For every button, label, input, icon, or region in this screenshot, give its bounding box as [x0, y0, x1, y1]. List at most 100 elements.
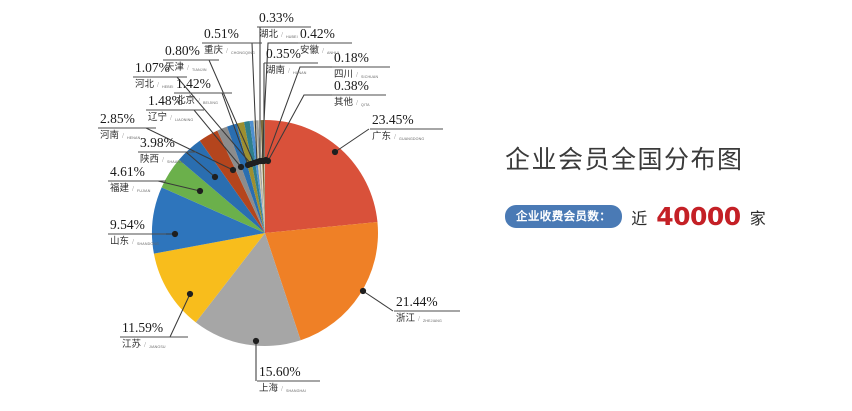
- slice-percent-tianjin: 0.80%: [165, 43, 200, 58]
- slice-pinyin-jiangsu: JIANGSU: [149, 345, 166, 349]
- slice-separator-beijing: /: [198, 97, 200, 105]
- slice-name-qita: 其他: [334, 96, 354, 108]
- slice-separator-guangdong: /: [394, 133, 396, 141]
- label-anchor-shandong: [171, 230, 179, 238]
- slice-pinyin-shandong: SHANDONG: [137, 242, 159, 246]
- slice-name-chongqing: 重庆: [204, 44, 224, 56]
- slice-separator-shanghai: /: [281, 385, 283, 393]
- slice-name-liaoning: 辽宁: [148, 111, 167, 123]
- slice-separator-hubei: /: [281, 31, 283, 39]
- slice-pinyin-sichuan: SICHUAN: [361, 75, 378, 79]
- pie-slice-jiangsu[interactable]: [153, 233, 265, 323]
- label-anchor-fujian: [196, 187, 204, 195]
- slice-separator-qita: /: [356, 99, 358, 107]
- slice-percent-qita: 0.38%: [334, 78, 369, 93]
- slice-pinyin-tianjin: TIANJIN: [192, 68, 207, 72]
- slice-separator-fujian: /: [132, 185, 134, 193]
- slice-name-fujian: 福建: [110, 182, 130, 194]
- slice-percent-henan: 2.85%: [100, 111, 135, 126]
- pie-slice-beijing[interactable]: [226, 123, 265, 233]
- leader-line-zhejiang: [362, 290, 394, 312]
- slice-pinyin-shanghai: SHANGHAI: [286, 389, 306, 393]
- slice-name-zhejiang: 浙江: [396, 312, 416, 324]
- pie-slice-hebei[interactable]: [236, 121, 265, 233]
- slice-percent-beijing: 1.42%: [176, 76, 211, 91]
- label-anchor-shanghai: [252, 337, 260, 345]
- pie-slice-shanghai[interactable]: [195, 233, 301, 347]
- leader-line-sichuan: [265, 66, 332, 161]
- label-anchor-guangdong: [331, 148, 339, 156]
- label-anchor-zhejiang: [359, 287, 367, 295]
- pie-slice-fujian[interactable]: [161, 159, 265, 233]
- slice-name-shaanxi: 陕西: [140, 153, 159, 165]
- slice-pinyin-chongqing: CHONGQING: [231, 51, 255, 55]
- slice-pinyin-hebei: HEBEI: [162, 85, 174, 89]
- slice-separator-chongqing: /: [226, 47, 228, 55]
- slice-name-jiangsu: 江苏: [122, 338, 142, 350]
- slice-separator-liaoning: /: [170, 114, 172, 122]
- slice-separator-tianjin: /: [187, 64, 189, 72]
- pie-slice-zhejiang[interactable]: [265, 222, 378, 341]
- slice-percent-guangdong: 23.45%: [372, 112, 414, 127]
- slice-pinyin-hubei: HUBEI: [286, 35, 298, 39]
- count-number: 40000: [656, 202, 741, 231]
- slice-separator-sichuan: /: [356, 71, 358, 79]
- slice-name-sichuan: 四川: [334, 69, 353, 80]
- slice-name-guangdong: 广东: [372, 130, 391, 142]
- slice-percent-shaanxi: 3.98%: [140, 135, 175, 150]
- slice-percent-chongqing: 0.51%: [204, 26, 239, 41]
- slice-percent-hebei: 1.07%: [135, 60, 170, 75]
- slice-percent-liaoning: 1.48%: [148, 93, 183, 108]
- slice-percent-sichuan: 0.18%: [334, 50, 369, 65]
- slice-percent-shanghai: 15.60%: [259, 364, 301, 379]
- slice-percent-anhui: 0.42%: [300, 26, 335, 41]
- pie-slice-shandong[interactable]: [152, 187, 265, 254]
- pie-slice-henan[interactable]: [199, 130, 265, 233]
- slice-pinyin-shaanxi: SHAANXI: [167, 160, 184, 164]
- member-count-line: 企业收费会员数： 近 40000 家: [505, 202, 845, 231]
- slice-pinyin-liaoning: LIAONING: [175, 118, 193, 122]
- slice-name-henan: 河南: [100, 129, 119, 141]
- count-prefix: 近: [631, 208, 648, 228]
- pie-slice-tianjin[interactable]: [244, 121, 265, 233]
- label-anchor-jiangsu: [186, 290, 194, 298]
- label-anchor-qita: [264, 157, 272, 165]
- pie-slices: [152, 120, 378, 347]
- slice-pinyin-henan: HENAN: [127, 136, 141, 140]
- slice-separator-hunan: /: [288, 67, 290, 75]
- pie-slice-guangdong[interactable]: [265, 120, 378, 233]
- slice-pinyin-beijing: BEIJING: [203, 101, 218, 105]
- slice-separator-zhejiang: /: [418, 315, 420, 323]
- slice-pinyin-fujian: FUJIAN: [137, 189, 151, 193]
- slice-percent-hunan: 0.35%: [266, 46, 301, 61]
- slice-name-shandong: 山东: [110, 235, 129, 247]
- slice-name-anhui: 安徽: [300, 44, 320, 56]
- slice-separator-henan: /: [122, 132, 124, 140]
- info-panel: 企业会员全国分布图 企业收费会员数： 近 40000 家: [505, 140, 845, 231]
- slice-separator-anhui: /: [322, 47, 324, 55]
- pie-slice-chongqing[interactable]: [249, 120, 265, 233]
- slice-name-tianjin: 天津: [165, 62, 185, 73]
- slice-pinyin-guangdong: GUANGDONG: [399, 137, 424, 141]
- slice-percent-jiangsu: 11.59%: [122, 320, 163, 335]
- slice-name-shanghai: 上海: [259, 382, 279, 394]
- slice-pinyin-qita: QITA: [361, 103, 370, 107]
- slice-name-hebei: 河北: [135, 78, 155, 90]
- slice-percent-fujian: 4.61%: [110, 164, 145, 179]
- slice-pinyin-anhui: ANHUI: [327, 51, 339, 55]
- slice-name-hunan: 湖南: [266, 64, 285, 76]
- slice-percent-zhejiang: 21.44%: [396, 294, 438, 309]
- slice-separator-shaanxi: /: [162, 156, 164, 164]
- slice-separator-jiangsu: /: [144, 341, 146, 349]
- count-suffix: 家: [749, 208, 766, 228]
- pie-slice-hunan[interactable]: [255, 120, 265, 233]
- slice-name-beijing: 北京: [176, 94, 195, 106]
- label-anchor-shaanxi: [211, 173, 219, 181]
- pie-slice-shaanxi[interactable]: [178, 140, 265, 233]
- label-anchor-liaoning: [237, 163, 245, 171]
- slice-separator-hebei: /: [157, 81, 159, 89]
- slice-pinyin-hunan: HUNAN: [293, 71, 307, 75]
